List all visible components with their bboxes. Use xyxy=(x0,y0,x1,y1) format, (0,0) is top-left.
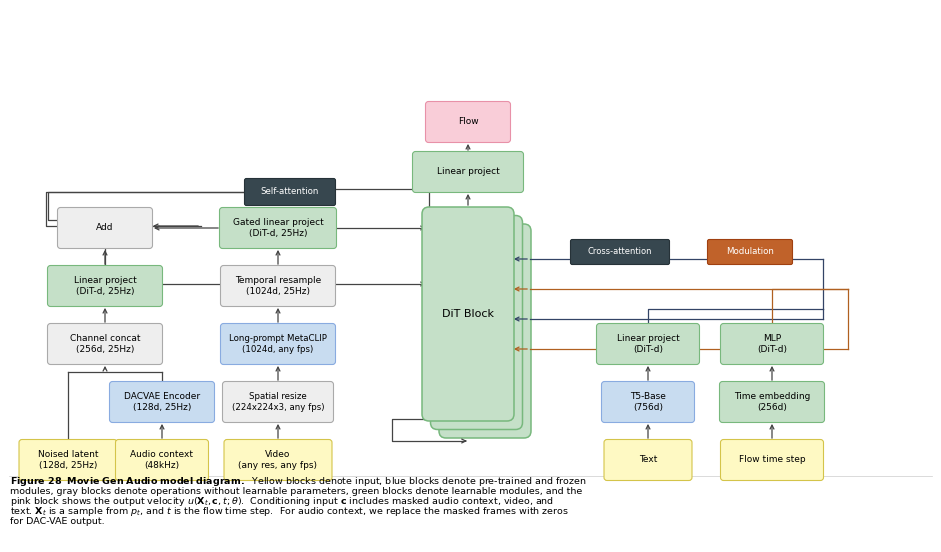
Text: Self-attention: Self-attention xyxy=(261,188,319,197)
Text: Linear project
(DiT-d, 25Hz): Linear project (DiT-d, 25Hz) xyxy=(73,276,136,296)
Text: $\mathbf{Figure\ 28\ \ Movie\ Gen\ Audio\ model\ diagram.}$  Yellow blocks denot: $\mathbf{Figure\ 28\ \ Movie\ Gen\ Audio… xyxy=(10,475,586,489)
Text: MLP
(DiT-d): MLP (DiT-d) xyxy=(757,334,787,354)
FancyBboxPatch shape xyxy=(425,102,511,142)
Text: pink block shows the output velocity $u(\mathbf{X}_t, \mathbf{c}, t; \theta)$.  : pink block shows the output velocity $u(… xyxy=(10,496,554,508)
FancyBboxPatch shape xyxy=(222,381,333,422)
FancyBboxPatch shape xyxy=(19,439,117,480)
Text: Channel concat
(256d, 25Hz): Channel concat (256d, 25Hz) xyxy=(70,334,140,354)
Text: Noised latent
(128d, 25Hz): Noised latent (128d, 25Hz) xyxy=(38,450,98,470)
Text: modules, gray blocks denote operations without learnable parameters, green block: modules, gray blocks denote operations w… xyxy=(10,487,582,496)
FancyBboxPatch shape xyxy=(109,381,215,422)
Text: Linear project
(DiT-d): Linear project (DiT-d) xyxy=(616,334,679,354)
FancyBboxPatch shape xyxy=(604,439,692,480)
FancyBboxPatch shape xyxy=(220,266,336,306)
Text: Flow time step: Flow time step xyxy=(739,455,805,464)
Text: Video
(any res, any fps): Video (any res, any fps) xyxy=(238,450,317,470)
FancyBboxPatch shape xyxy=(708,240,792,264)
Text: Spatial resize
(224x224x3, any fps): Spatial resize (224x224x3, any fps) xyxy=(231,392,325,412)
FancyBboxPatch shape xyxy=(245,178,336,205)
FancyBboxPatch shape xyxy=(422,207,514,421)
Text: Temporal resample
(1024d, 25Hz): Temporal resample (1024d, 25Hz) xyxy=(235,276,321,296)
Text: Linear project: Linear project xyxy=(437,167,500,177)
FancyBboxPatch shape xyxy=(220,323,336,364)
Text: for DAC-VAE output.: for DAC-VAE output. xyxy=(10,518,104,527)
FancyBboxPatch shape xyxy=(720,381,824,422)
FancyBboxPatch shape xyxy=(721,323,823,364)
FancyBboxPatch shape xyxy=(412,151,523,193)
Text: Add: Add xyxy=(96,224,114,232)
Text: Long-prompt MetaCLIP
(1024d, any fps): Long-prompt MetaCLIP (1024d, any fps) xyxy=(229,334,327,354)
FancyBboxPatch shape xyxy=(224,439,332,480)
Text: Text: Text xyxy=(639,455,657,464)
FancyBboxPatch shape xyxy=(57,208,152,248)
Text: text. $\mathbf{X}_t$ is a sample from $p_t$, and $t$ is the flow time step.  For: text. $\mathbf{X}_t$ is a sample from $p… xyxy=(10,506,569,518)
FancyBboxPatch shape xyxy=(721,439,823,480)
FancyBboxPatch shape xyxy=(570,240,669,264)
Text: T5-Base
(756d): T5-Base (756d) xyxy=(630,392,666,412)
FancyBboxPatch shape xyxy=(430,215,522,429)
Text: Gated linear project
(DiT-d, 25Hz): Gated linear project (DiT-d, 25Hz) xyxy=(232,218,324,238)
FancyBboxPatch shape xyxy=(597,323,699,364)
Text: Time embedding
(256d): Time embedding (256d) xyxy=(734,392,810,412)
Text: Audio context
(48kHz): Audio context (48kHz) xyxy=(131,450,194,470)
Text: Cross-attention: Cross-attention xyxy=(588,247,652,257)
Text: Modulation: Modulation xyxy=(726,247,774,257)
Text: DiT Block: DiT Block xyxy=(442,309,494,319)
FancyBboxPatch shape xyxy=(439,224,531,438)
FancyBboxPatch shape xyxy=(601,381,694,422)
Text: Flow: Flow xyxy=(457,118,478,126)
FancyBboxPatch shape xyxy=(47,266,163,306)
FancyBboxPatch shape xyxy=(47,323,163,364)
Text: DACVAE Encoder
(128d, 25Hz): DACVAE Encoder (128d, 25Hz) xyxy=(124,392,200,412)
FancyBboxPatch shape xyxy=(116,439,209,480)
FancyBboxPatch shape xyxy=(219,208,337,248)
